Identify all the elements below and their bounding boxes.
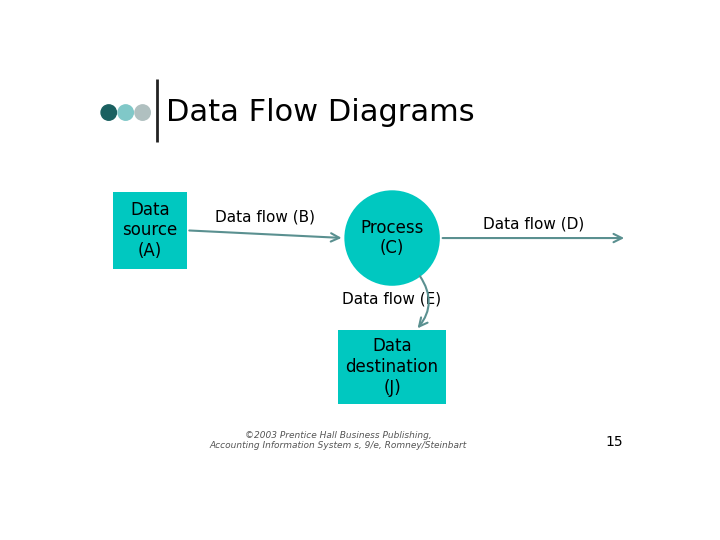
FancyBboxPatch shape — [113, 192, 186, 269]
Circle shape — [135, 105, 150, 120]
Circle shape — [101, 105, 117, 120]
Text: Data
source
(A): Data source (A) — [122, 200, 178, 260]
FancyArrowPatch shape — [419, 276, 429, 327]
Text: 15: 15 — [606, 435, 623, 449]
Text: Process
(C): Process (C) — [361, 219, 424, 258]
Text: Data flow (E): Data flow (E) — [342, 292, 441, 307]
Text: Data flow (B): Data flow (B) — [215, 209, 315, 224]
Text: ©2003 Prentice Hall Business Publishing,
Accounting Information System s, 9/e, R: ©2003 Prentice Hall Business Publishing,… — [210, 431, 467, 450]
Circle shape — [118, 105, 133, 120]
Text: Data
destination
(J): Data destination (J) — [346, 337, 438, 397]
FancyBboxPatch shape — [338, 330, 446, 403]
Text: Data flow (D): Data flow (D) — [483, 217, 584, 232]
Circle shape — [344, 190, 440, 286]
Text: Data Flow Diagrams: Data Flow Diagrams — [166, 98, 475, 127]
